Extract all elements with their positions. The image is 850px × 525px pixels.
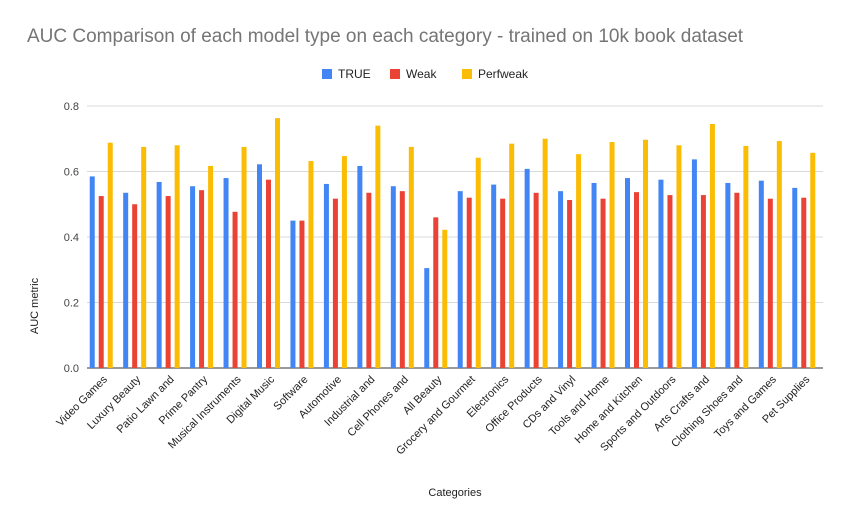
bar-perfweak[interactable] (475, 157, 481, 368)
legend-label: Perfweak (478, 67, 529, 81)
legend-item-weak[interactable]: Weak (390, 67, 437, 81)
legend-label: TRUE (338, 67, 371, 81)
legend-swatch (322, 69, 332, 79)
bar-perfweak[interactable] (275, 118, 280, 369)
bar-perfweak[interactable] (174, 145, 180, 368)
legend-item-true[interactable]: TRUE (322, 67, 371, 81)
bar-weak[interactable] (801, 197, 807, 368)
bar-perfweak[interactable] (609, 142, 615, 368)
y-tick-label: 0.6 (64, 167, 79, 179)
legend-swatch (390, 69, 400, 79)
bar-weak[interactable] (767, 198, 773, 368)
bar-perfweak[interactable] (743, 145, 749, 368)
bar-true[interactable] (223, 178, 229, 368)
y-axis-title: AUC metric (29, 277, 41, 334)
bar-weak[interactable] (700, 195, 706, 368)
bar-true[interactable] (156, 181, 162, 368)
bar-weak[interactable] (98, 196, 104, 368)
y-tick-label: 0.0 (64, 363, 79, 375)
bar-weak[interactable] (433, 217, 439, 368)
bar-true[interactable] (658, 179, 664, 368)
bar-weak[interactable] (232, 211, 238, 368)
bar-perfweak[interactable] (776, 141, 782, 368)
bar-true[interactable] (524, 168, 530, 368)
bar-true[interactable] (758, 180, 764, 368)
legend[interactable]: TRUE Weak Perfweak (322, 67, 529, 81)
bar-true[interactable] (257, 164, 262, 368)
bar-perfweak[interactable] (643, 139, 648, 368)
bar-true[interactable] (357, 165, 363, 368)
bar-true[interactable] (792, 187, 798, 368)
y-tick-labels: 0.0 0.2 0.4 0.6 0.8 (64, 101, 79, 375)
bar-true[interactable] (491, 184, 497, 368)
bar-weak[interactable] (734, 192, 740, 368)
bar-true[interactable] (424, 268, 430, 368)
bar-weak[interactable] (533, 192, 539, 368)
bar-weak[interactable] (634, 192, 639, 368)
legend-item-perfweak[interactable]: Perfweak (462, 67, 529, 81)
legend-label: Weak (406, 67, 437, 81)
chart-title: AUC Comparison of each model type on eac… (27, 26, 744, 47)
bar-true[interactable] (190, 186, 196, 368)
x-axis-title: Categories (428, 487, 482, 499)
legend-swatch (462, 69, 472, 79)
gridlines (87, 105, 823, 369)
bar-weak[interactable] (165, 196, 171, 368)
bar-true[interactable] (323, 183, 329, 368)
bar-weak[interactable] (466, 197, 472, 368)
bar-perfweak[interactable] (208, 165, 214, 368)
bar-perfweak[interactable] (107, 142, 113, 368)
bar-weak[interactable] (132, 204, 138, 368)
bar-true[interactable] (290, 220, 296, 368)
bar-perfweak[interactable] (241, 146, 247, 368)
y-tick-label: 0.4 (64, 232, 79, 244)
bar-true[interactable] (691, 159, 697, 368)
bar-weak[interactable] (399, 191, 405, 368)
bar-true[interactable] (457, 191, 463, 368)
bar-weak[interactable] (600, 198, 606, 368)
bar-weak[interactable] (299, 220, 305, 368)
bar-perfweak[interactable] (576, 154, 582, 368)
bar-true[interactable] (625, 178, 630, 368)
bar-perfweak[interactable] (308, 161, 314, 368)
y-tick-label: 0.8 (64, 101, 79, 113)
bar-weak[interactable] (266, 179, 271, 368)
bar-perfweak[interactable] (810, 152, 816, 368)
bars (89, 118, 816, 369)
bar-true[interactable] (390, 186, 396, 368)
bar-perfweak[interactable] (442, 229, 448, 368)
bar-true[interactable] (89, 176, 95, 368)
bar-true[interactable] (725, 182, 731, 368)
bar-weak[interactable] (567, 199, 573, 368)
bar-true[interactable] (123, 192, 129, 368)
bar-weak[interactable] (500, 198, 506, 368)
bar-true[interactable] (558, 191, 564, 368)
bar-perfweak[interactable] (709, 124, 715, 368)
x-tick-label: Tools and Home (547, 374, 612, 439)
bar-perfweak[interactable] (341, 156, 347, 368)
x-tick-label: Patio Lawn and (115, 374, 177, 436)
x-tick-label: Toys and Games (712, 373, 779, 440)
bar-weak[interactable] (667, 195, 673, 368)
bar-true[interactable] (591, 182, 597, 368)
bar-perfweak[interactable] (542, 138, 548, 368)
bar-perfweak[interactable] (375, 125, 381, 369)
y-tick-label: 0.2 (64, 298, 79, 310)
bar-weak[interactable] (366, 192, 372, 368)
bar-perfweak[interactable] (509, 143, 515, 368)
bar-perfweak[interactable] (676, 145, 682, 368)
bar-weak[interactable] (199, 190, 205, 368)
bar-perfweak[interactable] (141, 146, 147, 368)
x-tick-label: Cell Phones and (345, 374, 411, 440)
bar-weak[interactable] (332, 198, 338, 368)
bar-perfweak[interactable] (408, 146, 414, 368)
